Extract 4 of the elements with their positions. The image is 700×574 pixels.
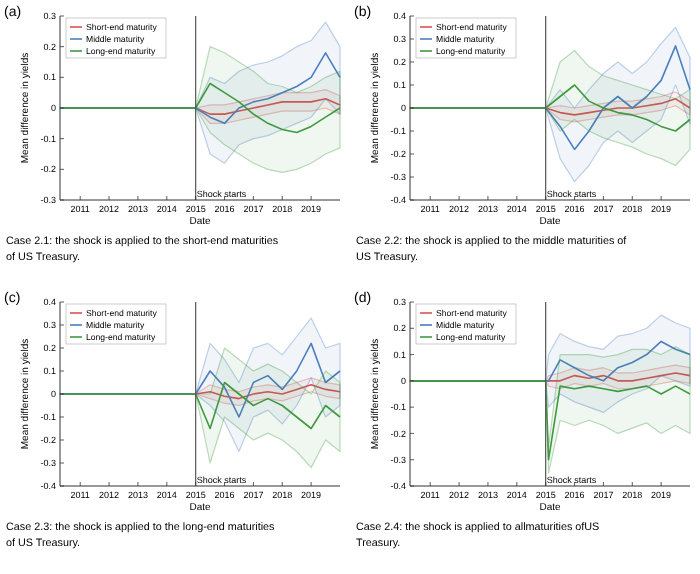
line-series: [59, 82, 341, 134]
line-series: [409, 380, 691, 461]
line-series: [409, 84, 691, 132]
line-series: [59, 381, 341, 430]
